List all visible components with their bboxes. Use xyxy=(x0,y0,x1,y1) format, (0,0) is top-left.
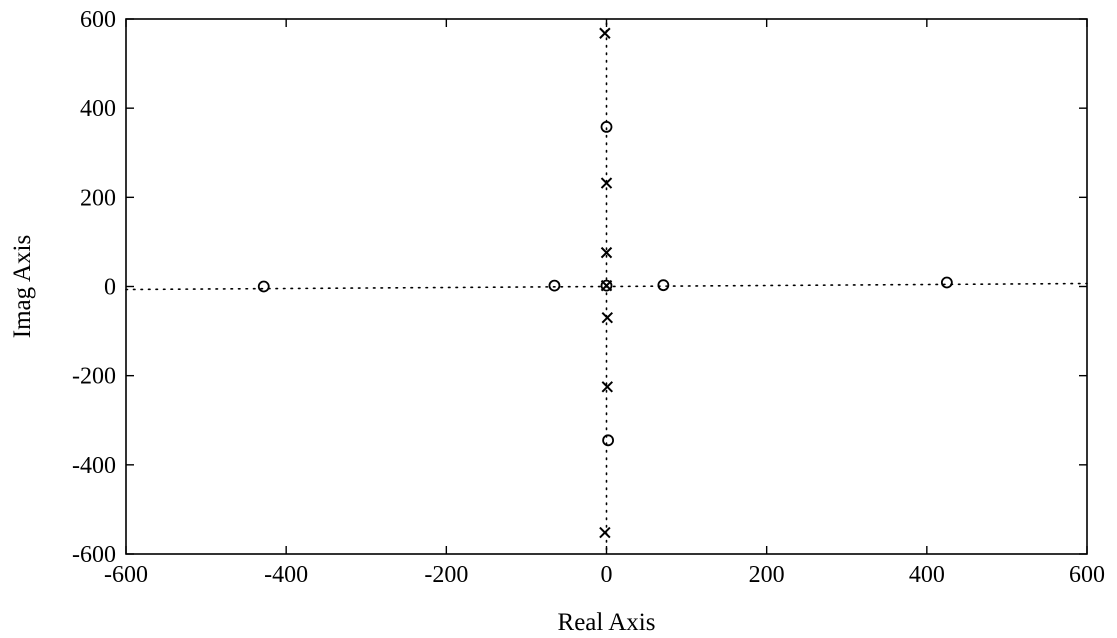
x-tick-label: -400 xyxy=(264,562,308,588)
pole-marker xyxy=(599,27,611,39)
axis-ticks xyxy=(125,18,1088,555)
pole-stroke xyxy=(600,246,613,259)
y-tick-label: -400 xyxy=(72,453,116,479)
markers xyxy=(257,27,953,539)
y-tick-label: 200 xyxy=(80,185,116,211)
pole-stroke xyxy=(600,177,613,189)
y-axis-title: Imag Axis xyxy=(9,235,36,338)
zero-marker xyxy=(548,279,561,292)
y-tick-label: 0 xyxy=(104,275,116,301)
zero-marker xyxy=(940,276,953,289)
x-axis-title: Real Axis xyxy=(558,609,656,636)
x-tick-label: 400 xyxy=(909,562,945,588)
zero-marker xyxy=(257,280,270,293)
x-tick-label: 200 xyxy=(749,562,785,588)
y-tick-label: 400 xyxy=(80,96,116,122)
x-tick-label: 0 xyxy=(601,562,613,588)
pole-stroke xyxy=(601,381,614,393)
x-tick-label: 600 xyxy=(1069,562,1105,588)
x-tick-label: -600 xyxy=(104,562,148,588)
pole-marker xyxy=(601,381,614,393)
pole-marker xyxy=(600,246,613,259)
pole-stroke xyxy=(599,27,611,39)
x-tick-label: -200 xyxy=(424,562,468,588)
zero-marker xyxy=(602,434,615,447)
pole-marker xyxy=(600,177,613,189)
y-tick-label: 600 xyxy=(80,7,116,33)
zero-marker xyxy=(657,279,670,292)
pole-marker xyxy=(599,526,611,539)
tick-labels: -600 -400 -200 0 200 400 600 -600 -400 -200 0 200 40… xyxy=(72,7,1105,588)
pole-stroke xyxy=(601,312,614,324)
zero-marker xyxy=(600,279,613,292)
y-tick-label: -200 xyxy=(72,364,116,390)
y-tick-label: -600 xyxy=(72,542,116,568)
zero-marker xyxy=(600,120,613,133)
pole-stroke xyxy=(599,526,611,539)
pole-marker xyxy=(601,312,614,324)
